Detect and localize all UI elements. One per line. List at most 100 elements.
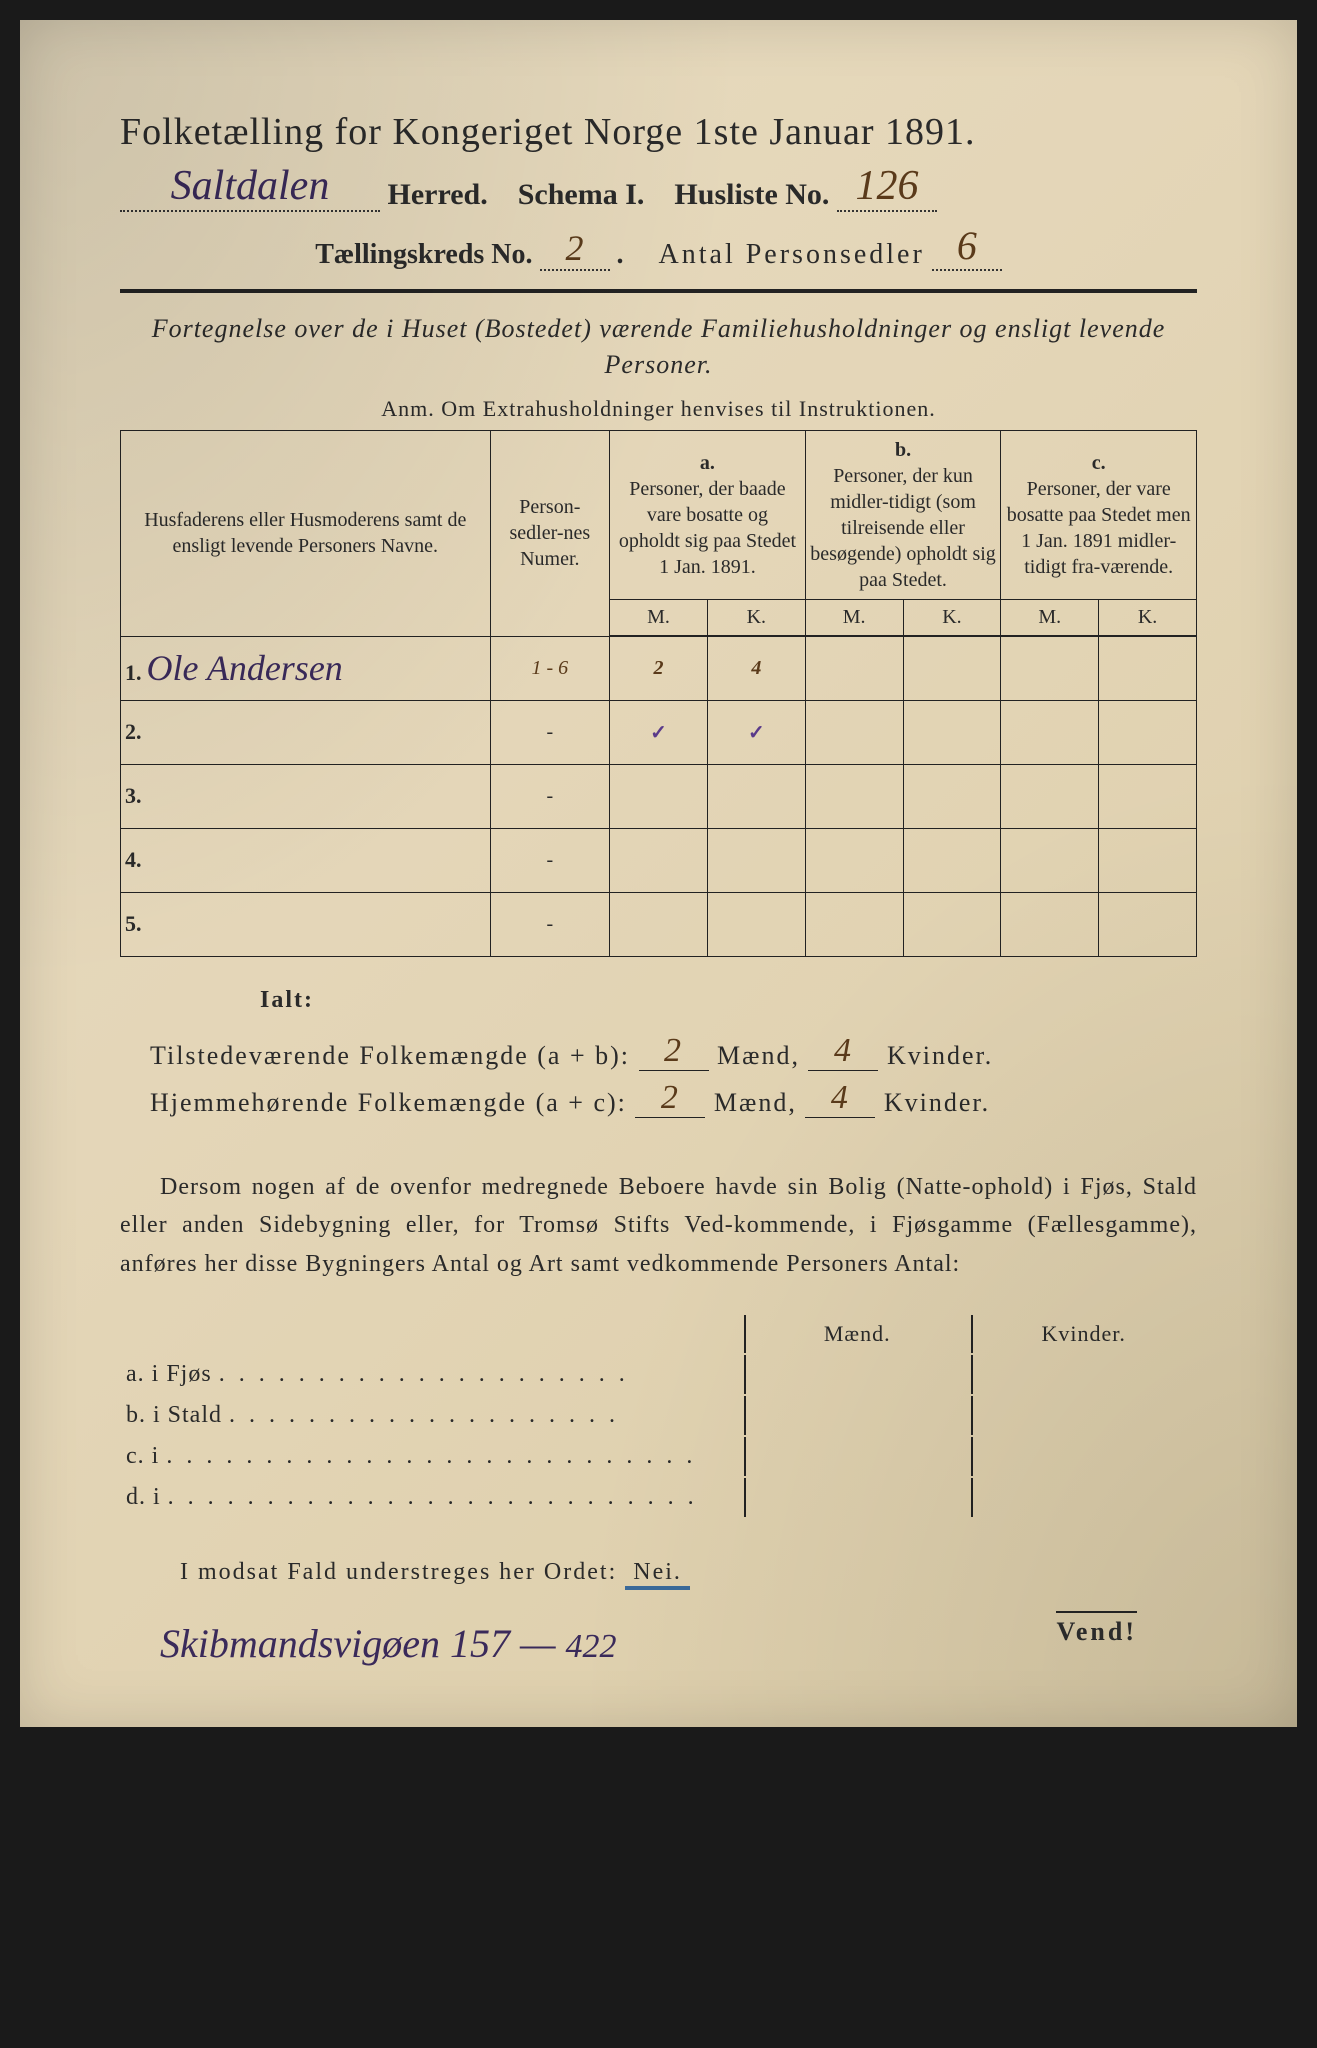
row-sedler: -: [490, 828, 610, 892]
row-num: 2.: [125, 719, 142, 744]
table-row: 1. Ole Andersen 1 - 6 2 4: [121, 636, 1197, 700]
cell: [1001, 700, 1099, 764]
bottom-handwriting: Skibmandsvigøen 157 —: [160, 1621, 556, 1666]
vend-label: Vend!: [1056, 1611, 1137, 1647]
sub-row: a. i Fjøs . . . . . . . . . . . . . . . …: [122, 1355, 1195, 1394]
cell: [805, 764, 903, 828]
b-text: Personer, der kun midler-tidigt (som til…: [810, 463, 997, 593]
sub-row: b. i Stald . . . . . . . . . . . . . . .…: [122, 1396, 1195, 1435]
cell: [805, 828, 903, 892]
cell: [610, 764, 708, 828]
col-c-header: c. Personer, der vare bosatte paa Stedet…: [1001, 430, 1197, 599]
col-a-header: a. Personer, der baade vare bosatte og o…: [610, 430, 806, 599]
row-num: 5.: [125, 911, 142, 936]
summary-line-1: Tilstedeværende Folkemængde (a + b): 2 M…: [120, 1032, 1197, 1071]
cell: [903, 636, 1001, 700]
husliste-label: Husliste No.: [674, 178, 829, 211]
summary-line-2: Hjemmehørende Folkemængde (a + c): 2 Mæn…: [120, 1079, 1197, 1118]
sub-d: d. i: [126, 1484, 161, 1510]
schema-label: Schema I.: [518, 178, 645, 211]
kvinder-label: Kvinder.: [887, 1041, 993, 1070]
cell: [903, 892, 1001, 956]
cell: [1099, 764, 1197, 828]
sub-row: d. i . . . . . . . . . . . . . . . . . .…: [122, 1478, 1195, 1517]
summary-m: 2: [639, 1032, 709, 1071]
col-num-header: Person-sedler-nes Numer.: [490, 430, 610, 636]
row-name: Ole Andersen: [147, 648, 343, 688]
cell: [805, 892, 903, 956]
c-m: M.: [1001, 599, 1099, 635]
c-letter: c.: [1005, 450, 1192, 476]
table-row: 4. -: [121, 828, 1197, 892]
a-k: K.: [707, 599, 805, 635]
c-text: Personer, der vare bosatte paa Stedet me…: [1005, 476, 1192, 580]
row-sedler: -: [490, 764, 610, 828]
cell: [1099, 700, 1197, 764]
main-table: Husfaderens eller Husmoderens samt de en…: [120, 430, 1197, 957]
body-paragraph: Dersom nogen af de ovenfor medregnede Be…: [120, 1168, 1197, 1283]
row-num: 3.: [125, 783, 142, 808]
cell: [805, 636, 903, 700]
cell: [903, 700, 1001, 764]
modsat-line: I modsat Fald understreges her Ordet: Ne…: [180, 1559, 1197, 1590]
cell: 2: [610, 636, 708, 700]
cell: [903, 764, 1001, 828]
subtitle: Fortegnelse over de i Huset (Bostedet) v…: [120, 311, 1197, 384]
a-letter: a.: [614, 450, 801, 476]
cell: ✓: [707, 700, 805, 764]
row-num: 1.: [125, 660, 142, 685]
c-k: K.: [1099, 599, 1197, 635]
herred-label: Herred.: [388, 178, 488, 211]
cell: [1001, 892, 1099, 956]
table-row: 2. - ✓ ✓: [121, 700, 1197, 764]
cell: [610, 828, 708, 892]
kvinder-label: Kvinder.: [884, 1088, 990, 1117]
table-row: 3. -: [121, 764, 1197, 828]
row-sedler: 1 - 6: [490, 636, 610, 700]
kreds-value: 2: [540, 227, 610, 271]
cell: [1001, 828, 1099, 892]
row-sedler: -: [490, 892, 610, 956]
personsedler-value: 6: [932, 222, 1002, 271]
cell: [805, 700, 903, 764]
summary-label: Hjemmehørende Folkemængde (a + c):: [150, 1088, 627, 1117]
sub-b: b. i Stald: [126, 1402, 222, 1428]
page-title: Folketælling for Kongeriget Norge 1ste J…: [120, 110, 1197, 154]
bottom-note: Skibmandsvigøen 157 — 422 Vend!: [120, 1620, 1197, 1667]
divider: [120, 289, 1197, 293]
cell: [707, 828, 805, 892]
maend-label: Mænd,: [717, 1041, 800, 1070]
summary-k: 4: [805, 1079, 875, 1118]
header-line-2: Saltdalen Herred. Schema I. Husliste No.…: [120, 162, 1197, 212]
maend-label: Mænd,: [714, 1088, 797, 1117]
cell: [1099, 636, 1197, 700]
summary-m: 2: [635, 1079, 705, 1118]
sub-row: c. i . . . . . . . . . . . . . . . . . .…: [122, 1437, 1195, 1476]
cell: [1001, 636, 1099, 700]
cell: [1099, 828, 1197, 892]
b-m: M.: [805, 599, 903, 635]
cell: [903, 828, 1001, 892]
cell: [610, 892, 708, 956]
sub-table: Mænd. Kvinder. a. i Fjøs . . . . . . . .…: [120, 1313, 1197, 1519]
bottom-num: 422: [566, 1628, 617, 1665]
nei-word: Nei.: [625, 1559, 690, 1590]
row-sedler: -: [490, 700, 610, 764]
header-line-3: Tællingskreds No. 2 . Antal Personsedler…: [120, 222, 1197, 271]
col-name-header: Husfaderens eller Husmoderens samt de en…: [121, 430, 491, 636]
cell: ✓: [610, 700, 708, 764]
sub-a: a. i Fjøs: [126, 1361, 212, 1387]
cell: [707, 892, 805, 956]
modsat-label: I modsat Fald understreges her Ordet:: [180, 1559, 617, 1585]
sub-c: c. i: [126, 1443, 159, 1469]
kreds-label: Tællingskreds No.: [315, 239, 532, 270]
personsedler-label: Antal Personsedler: [659, 239, 925, 270]
col-b-header: b. Personer, der kun midler-tidigt (som …: [805, 430, 1001, 599]
b-k: K.: [903, 599, 1001, 635]
b-letter: b.: [810, 437, 997, 463]
cell: [1001, 764, 1099, 828]
summary-label: Tilstedeværende Folkemængde (a + b):: [150, 1041, 630, 1070]
sub-kvinder: Kvinder.: [971, 1315, 1196, 1353]
ialt-label: Ialt:: [120, 987, 1197, 1014]
row-num: 4.: [125, 847, 142, 872]
